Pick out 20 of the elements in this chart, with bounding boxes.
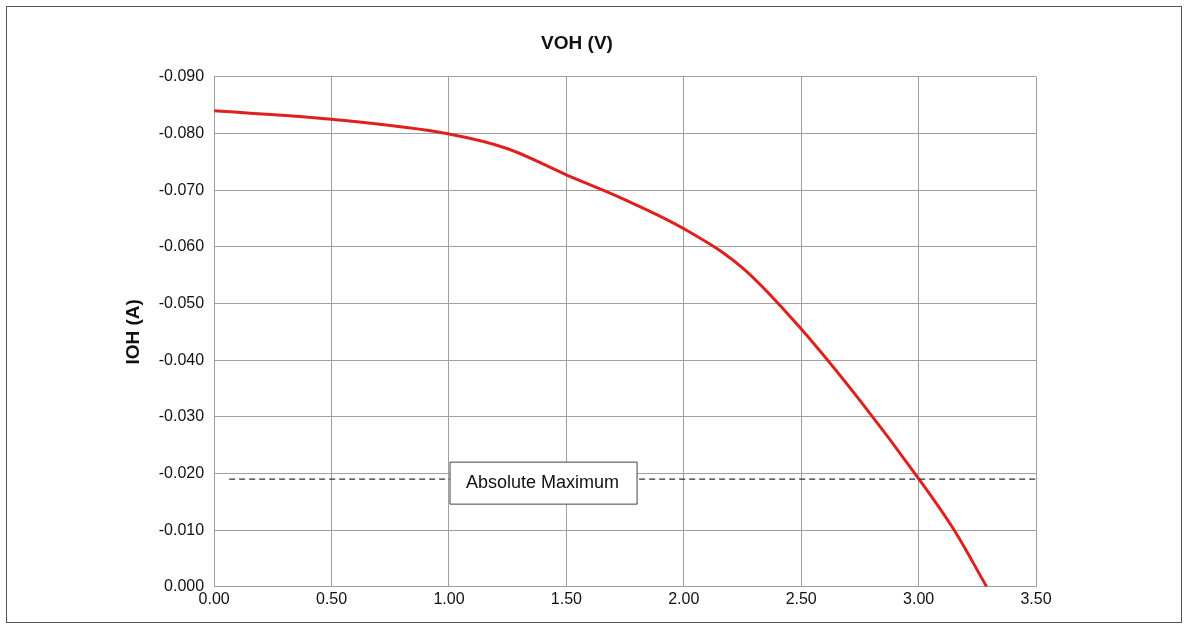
x-tick-label: 3.50 [1020,589,1052,607]
y-tick-label: -0.090 [158,67,205,85]
x-tick-label: 3.00 [903,589,935,607]
y-tick-label: -0.050 [158,293,205,311]
x-tick-label: 1.00 [433,589,465,607]
y-tick-label: -0.040 [158,350,205,368]
y-tick-label: -0.020 [158,463,205,481]
line-series [214,109,989,587]
y-tick-label: -0.030 [158,407,205,425]
y-axis-title: IOH (A) [121,299,143,365]
y-tick-label: -0.070 [158,180,205,198]
x-tick-label: 1.50 [550,589,583,607]
ref-line-label: Absolute Maximum [466,472,620,493]
y-tick-label: -0.010 [158,520,205,538]
x-tick-label: 2.00 [668,589,700,607]
x-tick-label: 0.50 [316,589,348,607]
x-axis-title: VOH (V) [541,31,613,53]
y-tick-label: -0.080 [158,123,205,141]
x-tick-label: 2.50 [785,589,817,607]
y-tick-label: -0.060 [158,237,205,255]
